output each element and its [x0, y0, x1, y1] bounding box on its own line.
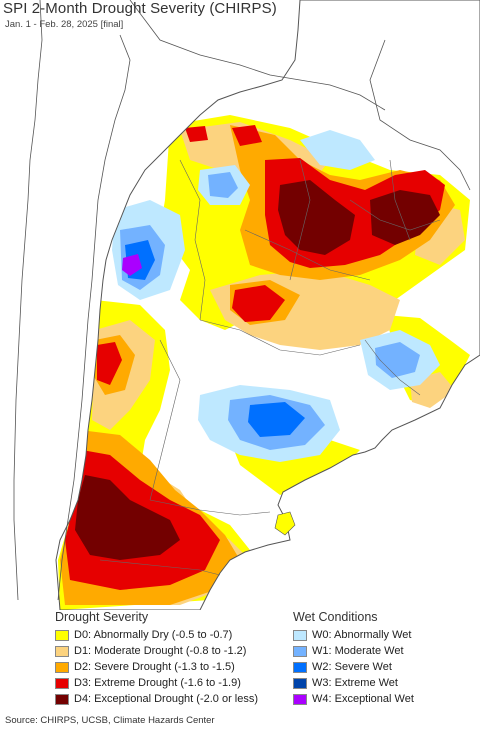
- coastline-chile: [13, 0, 43, 601]
- drought-layer: [58, 115, 470, 610]
- drought-legend: Drought Severity D0: Abnormally Dry (-0.…: [55, 610, 258, 707]
- d3-area-north-small: [185, 126, 208, 142]
- wet-legend-heading: Wet Conditions: [293, 610, 378, 624]
- legend-item-w1: W1: Moderate Wet: [293, 643, 414, 659]
- w4-area-northwest: [122, 254, 142, 276]
- legend-item-d0: D0: Abnormally Dry (-0.5 to -0.7): [55, 627, 258, 643]
- swatch-w0: [293, 629, 307, 641]
- map-title: SPI 2-Month Drought Severity (CHIRPS): [3, 0, 277, 17]
- swatch-d0: [55, 629, 69, 641]
- legend-label-w4: W4: Exceptional Wet: [312, 693, 414, 705]
- w0-area-northeast: [300, 130, 375, 170]
- legend-label-d1: D1: Moderate Drought (-0.8 to -1.2): [74, 645, 247, 657]
- d3-area-center: [232, 285, 285, 322]
- drought-legend-heading: Drought Severity: [55, 610, 149, 624]
- neighbor-border-north: [129, 0, 386, 111]
- d4-area-southwest: [75, 475, 180, 560]
- d4-area-northeast: [370, 190, 440, 245]
- neighbor-border-east: [369, 39, 471, 191]
- swatch-d2: [55, 661, 69, 673]
- d3-area-west: [97, 342, 122, 385]
- swatch-d3: [55, 677, 69, 689]
- legend-item-d1: D1: Moderate Drought (-0.8 to -1.2): [55, 643, 258, 659]
- d3-area-north-small2: [232, 125, 262, 146]
- admin-borders: [99, 159, 441, 576]
- w2-area-center: [248, 402, 305, 437]
- neighbor-border-west: [57, 34, 131, 601]
- legend-item-d2: D2: Severe Drought (-1.3 to -1.5): [55, 659, 258, 675]
- map-subtitle: Jan. 1 - Feb. 28, 2025 [final]: [5, 19, 124, 30]
- legend-item-w0: W0: Abnormally Wet: [293, 627, 414, 643]
- legend-label-d0: D0: Abnormally Dry (-0.5 to -0.7): [74, 629, 233, 641]
- legend: Drought Severity D0: Abnormally Dry (-0.…: [0, 610, 480, 710]
- swatch-d4: [55, 693, 69, 705]
- legend-label-d4: D4: Exceptional Drought (-2.0 or less): [74, 693, 259, 705]
- drought-map: [13, 0, 480, 610]
- swatch-w1: [293, 645, 307, 657]
- swatch-d1: [55, 645, 69, 657]
- map-header: SPI 2-Month Drought Severity (CHIRPS) Ja…: [0, 0, 480, 34]
- legend-label-w1: W1: Moderate Wet: [312, 645, 404, 657]
- legend-item-w3: W3: Extreme Wet: [293, 675, 414, 691]
- swatch-w2: [293, 661, 307, 673]
- d4-area-north: [278, 180, 355, 255]
- legend-item-d4: D4: Exceptional Drought (-2.0 or less): [55, 691, 258, 707]
- legend-item-w4: W4: Exceptional Wet: [293, 691, 414, 707]
- legend-label-w3: W3: Extreme Wet: [312, 677, 398, 689]
- source-note: Source: CHIRPS, UCSB, Climate Hazards Ce…: [5, 715, 215, 726]
- legend-label-w2: W2: Severe Wet: [312, 661, 392, 673]
- legend-item-w2: W2: Severe Wet: [293, 659, 414, 675]
- swatch-w3: [293, 677, 307, 689]
- swatch-w4: [293, 693, 307, 705]
- wet-legend: Wet Conditions W0: Abnormally Wet W1: Mo…: [293, 610, 414, 707]
- legend-item-d3: D3: Extreme Drought (-1.6 to -1.9): [55, 675, 258, 691]
- island-east: [274, 511, 296, 536]
- legend-label-d2: D2: Severe Drought (-1.3 to -1.5): [74, 661, 235, 673]
- w1-area-north: [208, 172, 238, 198]
- legend-label-w0: W0: Abnormally Wet: [312, 629, 412, 641]
- w1-area-east: [375, 342, 420, 378]
- legend-label-d3: D3: Extreme Drought (-1.6 to -1.9): [74, 677, 241, 689]
